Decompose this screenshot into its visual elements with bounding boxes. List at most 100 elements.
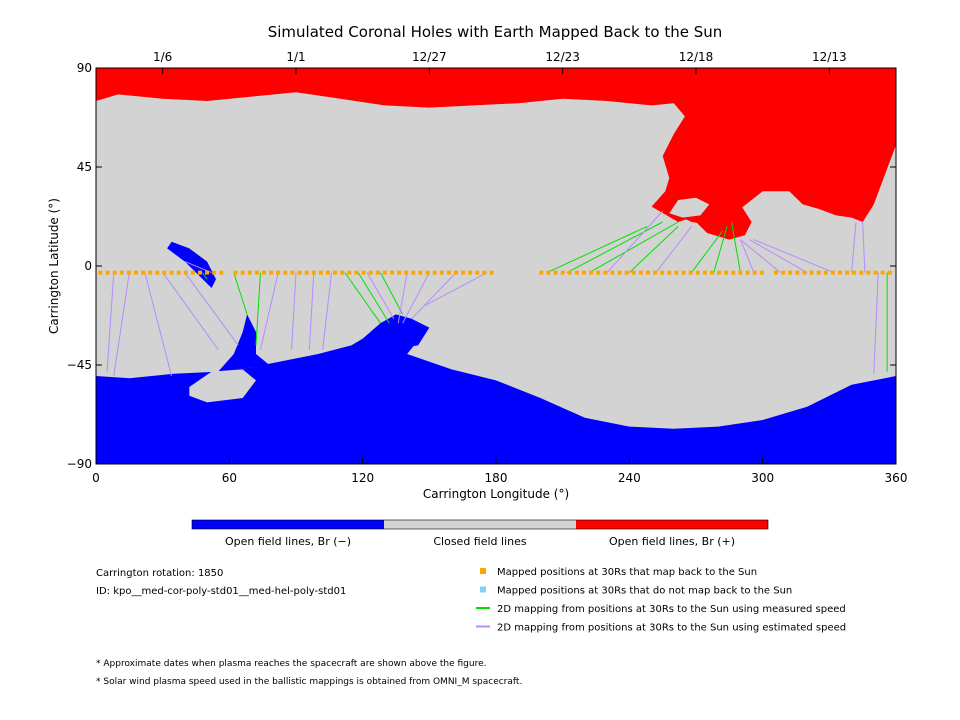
mapping-line-estimated	[308, 272, 315, 350]
mapping-line-measured	[202, 272, 208, 280]
top-date-label: 12/13	[812, 50, 847, 64]
mapped-position-dot	[631, 270, 636, 275]
mapping-line-estimated	[322, 272, 333, 350]
colorbar-frame	[191, 519, 769, 530]
mapped-position-dot	[887, 270, 892, 275]
mapping-line-estimated	[873, 272, 879, 374]
mapping-line-estimated	[366, 272, 395, 320]
colorbar-label: Closed field lines	[433, 535, 527, 548]
mapped-position-dot	[247, 270, 252, 275]
colorbar: Open field lines, Br (−) Closed field lin…	[191, 519, 769, 548]
mapped-position-dot	[717, 270, 722, 275]
mapped-position-dot	[653, 270, 658, 275]
mapped-position-dot	[446, 270, 451, 275]
mapped-position-dot	[852, 270, 857, 275]
mapped-position-dot	[589, 270, 594, 275]
mapped-position-dot	[838, 270, 842, 275]
mapping-line-estimated	[753, 239, 834, 274]
mapped-position-dot	[710, 270, 714, 275]
mapping-line-measured	[546, 225, 648, 274]
mapped-position-dot	[134, 270, 138, 275]
mapped-position-dot	[390, 270, 394, 275]
mapped-position-dot	[603, 270, 608, 275]
mapped-position-dot	[816, 270, 821, 275]
mapped-position-dot	[126, 270, 131, 275]
mapping-line-estimated	[862, 221, 866, 273]
field-region-layer	[96, 68, 896, 464]
mapped-position-dot	[574, 270, 579, 275]
mapping-line-estimated	[144, 272, 173, 377]
mapped-position-dot	[148, 270, 153, 275]
mapped-position-dot	[304, 270, 309, 275]
mapped-position-dot	[475, 270, 480, 275]
mapped-position-dot	[262, 270, 266, 275]
x-tick-label: 120	[351, 471, 374, 485]
y-tick-label: −90	[67, 457, 92, 471]
mapped-position-dot	[326, 270, 330, 275]
mapping-line-estimated	[184, 272, 239, 346]
region-north-blue-island	[167, 241, 216, 288]
mapped-position-dot	[859, 270, 864, 275]
mapped-position-dot	[809, 270, 814, 275]
mapped-position-dot	[418, 270, 423, 275]
mapped-position-dot	[539, 270, 544, 275]
mapped-position-dot	[297, 270, 302, 275]
mapped-position-dot	[660, 270, 665, 275]
mapped-position-dot	[681, 270, 686, 275]
top-date-label: 12/27	[412, 50, 447, 64]
mapped-position-dot	[695, 270, 700, 275]
mapping-line-estimated	[397, 272, 408, 324]
mapped-position-dot	[795, 270, 800, 275]
colorbar-segment	[576, 520, 768, 529]
mapped-position-dot	[354, 270, 359, 275]
mapped-position-dot	[674, 270, 679, 275]
mapped-position-dot	[638, 270, 643, 275]
colorbar-segment	[192, 520, 384, 529]
mapping-line-measured	[357, 272, 390, 324]
mapped-position-dot	[205, 270, 210, 275]
region-closed-hole	[189, 369, 256, 403]
region-south-blue-bridge	[218, 314, 270, 372]
mapping-line-layer	[106, 210, 888, 377]
colorbar-label: Open field lines, Br (+)	[609, 535, 735, 548]
mapped-position-dot	[702, 270, 707, 275]
mapped-position-dot	[567, 270, 572, 275]
mapped-position-dot	[176, 270, 181, 275]
mapped-position-dot	[560, 270, 565, 275]
mapped-position-dot	[880, 270, 885, 275]
mapping-line-estimated	[851, 221, 857, 273]
colorbar-segment	[384, 520, 576, 529]
legend-marker-square	[480, 568, 486, 574]
mapping-line-estimated	[259, 272, 279, 350]
mapped-position-dot	[468, 270, 473, 275]
mapped-position-dot	[112, 270, 117, 275]
mapped-position-dot	[781, 270, 786, 275]
mapped-position-dot	[119, 270, 124, 275]
mapped-position-dot	[425, 270, 430, 275]
mapping-line-measured	[628, 226, 679, 273]
mapped-position-dot	[461, 270, 466, 275]
mapped-position-dot	[482, 270, 487, 275]
mapped-position-dot	[830, 270, 835, 275]
top-date-label: 1/1	[286, 50, 305, 64]
top-date-label: 12/23	[545, 50, 580, 64]
mapping-line-measured	[233, 272, 248, 315]
mapping-line-measured	[255, 272, 261, 346]
mapping-line-measured	[713, 226, 728, 273]
mapping-line-estimated	[162, 272, 219, 350]
carrington-rotation-text: Carrington rotation: 1850	[96, 568, 223, 579]
mapping-line-estimated	[655, 226, 692, 273]
top-date-label: 12/18	[679, 50, 714, 64]
y-tick-label: 0	[84, 259, 92, 273]
mapping-line-measured	[691, 230, 724, 273]
top-date-label: 1/6	[153, 50, 172, 64]
mapping-line-measured	[566, 221, 663, 274]
y-tick-label: −45	[67, 358, 92, 372]
x-tick-label: 0	[92, 471, 100, 485]
mapped-position-dot	[311, 270, 316, 275]
mapping-line-estimated	[291, 272, 297, 350]
x-tick-label: 60	[222, 471, 237, 485]
mapped-position-dot	[546, 270, 551, 275]
mapped-position-dot	[318, 270, 323, 275]
mapped-position-dot	[105, 270, 110, 275]
